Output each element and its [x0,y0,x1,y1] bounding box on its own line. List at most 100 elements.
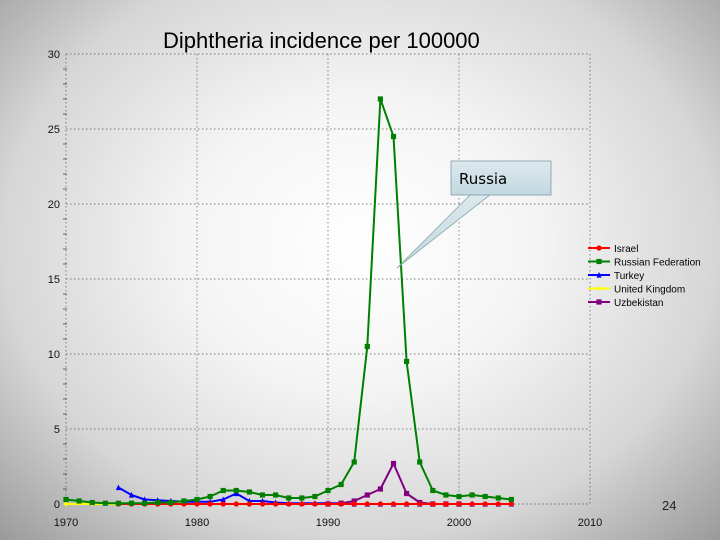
data-point-israel [220,501,226,507]
data-point-israel [194,501,200,507]
data-point-israel [233,501,239,507]
data-point-russian-federation [377,96,383,102]
x-tick-label: 2000 [447,517,471,529]
data-point-israel [456,501,462,507]
data-point-russian-federation [443,492,449,498]
data-point-russian-federation [259,492,266,498]
data-point-uzbekistan [364,492,370,498]
series-uzbekistan [325,460,462,507]
legend-item-turkey: Turkey [588,271,644,282]
data-point-russian-federation [351,459,357,465]
data-point-russian-federation [168,499,174,506]
russia-callout: Russia [396,160,552,269]
x-tick-label: 1980 [185,517,209,529]
data-point-israel [417,501,423,507]
data-point-russian-federation [325,487,331,494]
data-point-russian-federation [76,498,82,504]
legend: Israel Russian Federation Turkey United Kin… [588,244,701,309]
data-point-russian-federation [128,500,135,506]
data-point-russian-federation [63,496,69,503]
data-point-uzbekistan [351,498,357,504]
data-point-russian-federation [430,487,436,494]
chart-title: Diphtheria incidence per 100000 [163,28,480,53]
legend-marker [596,245,602,251]
data-point-russian-federation [299,495,305,501]
data-point-uzbekistan [390,460,397,467]
y-tick-label: 5 [54,424,60,436]
data-point-russian-federation [155,499,161,506]
x-axis: 1970 1980 1990 2000 2010 [54,517,602,529]
data-point-israel [482,501,488,507]
data-point-israel [273,501,279,507]
data-point-russian-federation [89,499,95,506]
grid-lines [65,53,591,505]
x-tick-label: 2010 [578,517,602,529]
data-point-israel [469,501,475,507]
data-point-russian-federation [469,492,475,498]
data-point-israel [404,501,410,507]
x-tick-label: 1990 [316,517,340,529]
data-point-israel [443,501,449,507]
data-point-russian-federation [338,481,344,488]
data-point-russian-federation [273,492,279,498]
y-tick-label: 20 [48,199,60,211]
data-point-russian-federation [417,459,423,465]
data-point-russian-federation [456,493,462,500]
data-point-uzbekistan [404,490,410,497]
y-tick-label: 0 [54,499,60,511]
series-line-uzbekistan [327,462,459,505]
y-tick-label: 10 [48,349,60,361]
data-point-israel [377,501,383,507]
data-point-israel [312,501,318,507]
data-point-russian-federation [115,500,121,506]
data-point-russian-federation [495,495,501,501]
data-point-israel [325,501,331,507]
data-point-russian-federation [286,495,292,501]
y-tick-label: 15 [48,274,60,286]
data-point-russian-federation [508,496,514,503]
legend-marker [596,299,602,305]
minor-ticks [63,68,67,490]
data-point-israel [390,501,397,507]
data-point-russian-federation [482,493,488,500]
data-point-israel [286,501,292,507]
legend-item-united-kingdom: United Kingdom [588,285,685,296]
data-point-russian-federation [102,500,108,506]
data-point-israel [508,501,514,507]
legend-item-russian-federation: Russian Federation [588,258,701,269]
legend-label: Russian Federation [614,258,701,269]
data-point-turkey [115,484,121,491]
data-point-russian-federation [181,498,187,504]
data-point-israel [259,501,266,507]
legend-marker [596,258,602,265]
legend-item-uzbekistan: Uzbekistan [588,298,663,309]
data-point-russian-federation [194,496,200,503]
data-point-uzbekistan [377,486,383,492]
y-axis: 0 5 10 15 20 25 30 [48,49,60,511]
legend-marker [596,271,602,278]
data-point-israel [246,501,252,507]
legend-label: Israel [614,244,638,255]
data-point-united-kingdom [63,501,69,507]
slide-number: 24 [662,498,676,513]
series-line-russian-federation [65,98,512,505]
legend-label: Turkey [614,271,644,282]
data-point-russian-federation [364,343,370,350]
callout-box [450,160,552,196]
data-point-israel [351,501,357,507]
data-point-israel [299,501,305,507]
y-tick-label: 30 [48,49,60,61]
data-point-russian-federation [312,493,318,500]
x-tick-label: 1970 [54,517,78,529]
data-point-russian-federation [142,500,148,506]
data-point-israel [430,501,436,507]
callout-label: Russia [459,170,507,188]
data-point-israel [495,501,501,507]
callout-pointer [396,193,493,269]
legend-label: Uzbekistan [614,298,663,309]
data-point-israel [207,501,213,507]
series-group [63,96,514,507]
data-point-turkey [233,490,239,497]
data-point-russian-federation [233,487,239,494]
legend-marker [596,285,602,292]
